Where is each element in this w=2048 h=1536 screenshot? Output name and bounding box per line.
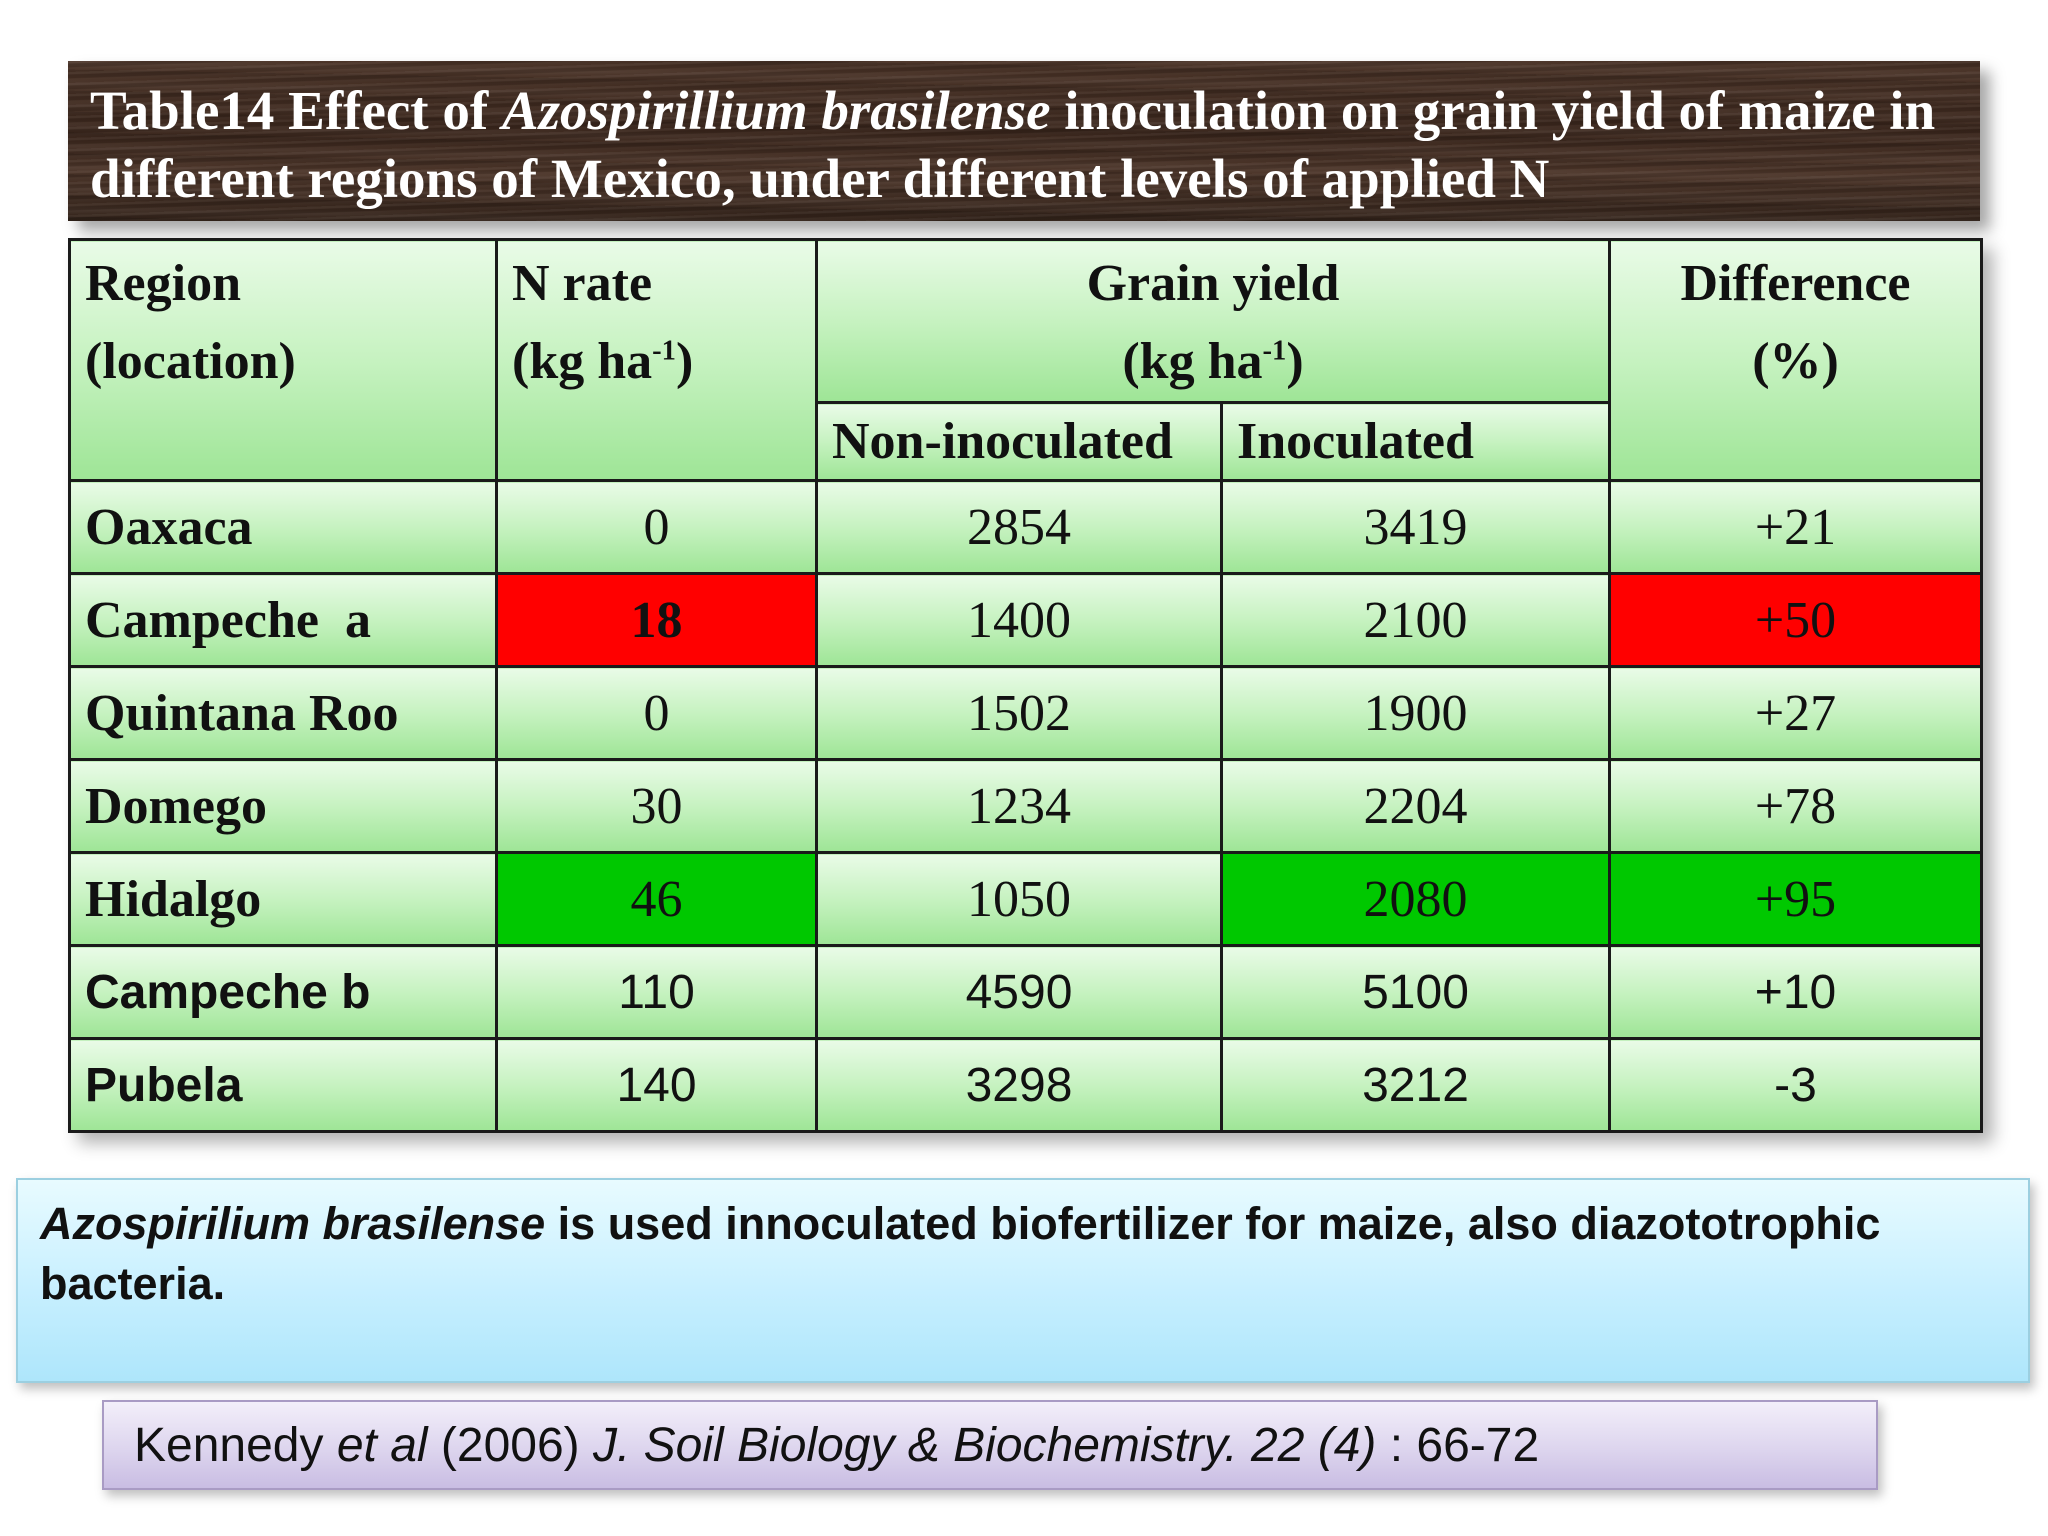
header-diff-line1: Difference bbox=[1680, 255, 1911, 312]
citation-year: (2006) bbox=[427, 1419, 593, 1472]
region-cell: Domego bbox=[68, 758, 498, 854]
header-yield-close: ) bbox=[1286, 333, 1304, 390]
difference-cell: +78 bbox=[1608, 758, 1984, 854]
difference-cell: -3 bbox=[1608, 1037, 1984, 1133]
n-rate-cell: 30 bbox=[495, 758, 818, 854]
title-suffix: inoculation on grain yield of maize in d… bbox=[90, 80, 1936, 209]
inoculated-cell: 1900 bbox=[1219, 665, 1612, 761]
table-subheader-row: Non-inoculated Inoculated bbox=[70, 401, 1982, 482]
table-row: Quintana Roo 0 1502 1900 +27 bbox=[68, 665, 1984, 761]
note-text: is used innoculated biofertilizer for ma… bbox=[40, 1198, 1881, 1309]
table-row: Domego 30 1234 2204 +78 bbox=[68, 758, 1984, 854]
n-rate-cell: 18 bbox=[495, 572, 818, 668]
header-inoculated: Inoculated bbox=[1219, 401, 1612, 482]
difference-cell: +27 bbox=[1608, 665, 1984, 761]
grain-yield-table: Region (location) N rate (kg ha-1) Grain… bbox=[68, 238, 1984, 1133]
citation-etal: et al bbox=[336, 1419, 428, 1472]
table-row: Campeche b 110 4590 5100 +10 bbox=[68, 944, 1984, 1040]
non-inoculated-cell: 4590 bbox=[815, 944, 1223, 1040]
citation-journal: J. Soil Biology & Biochemistry. 22 (4) bbox=[592, 1419, 1377, 1472]
non-inoculated-cell: 1234 bbox=[815, 758, 1223, 854]
citation-pages: : 66-72 bbox=[1376, 1419, 1540, 1472]
citation-box: Kennedy et al (2006) J. Soil Biology & B… bbox=[102, 1400, 1878, 1490]
difference-cell: +50 bbox=[1608, 572, 1984, 668]
non-inoculated-cell: 1400 bbox=[815, 572, 1223, 668]
header-n-rate: N rate (kg ha-1) bbox=[495, 238, 818, 482]
table-row: Campeche a 18 1400 2100 +50 bbox=[68, 572, 1984, 668]
non-inoculated-cell: 3298 bbox=[815, 1037, 1223, 1133]
note-box: Azospirilium brasilense is used innocula… bbox=[16, 1178, 2030, 1383]
n-rate-cell: 46 bbox=[495, 851, 818, 947]
inoculated-cell: 2204 bbox=[1219, 758, 1612, 854]
region-cell: Pubela bbox=[68, 1037, 498, 1133]
difference-cell: +10 bbox=[1608, 944, 1984, 1040]
n-rate-cell: 110 bbox=[495, 944, 818, 1040]
title-banner: Table14 Effect of Azospirillium brasilen… bbox=[68, 61, 1980, 221]
inoculated-cell: 3419 bbox=[1219, 479, 1612, 575]
inoculated-cell: 2100 bbox=[1219, 572, 1612, 668]
n-rate-cell: 0 bbox=[495, 479, 818, 575]
header-nrate-unit: (kg ha bbox=[512, 333, 653, 390]
inoculated-cell: 5100 bbox=[1219, 944, 1612, 1040]
inoculated-cell: 3212 bbox=[1219, 1037, 1612, 1133]
title-species: Azospirillium brasilense bbox=[501, 80, 1051, 141]
header-nrate-line1: N rate bbox=[512, 255, 653, 312]
non-inoculated-cell: 1050 bbox=[815, 851, 1223, 947]
table-row: Oaxaca 0 2854 3419 +21 bbox=[68, 479, 1984, 575]
non-inoculated-cell: 1502 bbox=[815, 665, 1223, 761]
table-header-row: Region (location) N rate (kg ha-1) Grain… bbox=[68, 238, 1984, 482]
region-cell: Oaxaca bbox=[68, 479, 498, 575]
note-species: Azospirilium brasilense bbox=[40, 1198, 546, 1249]
region-cell: Campeche a bbox=[68, 572, 498, 668]
header-yield-unit: (kg ha bbox=[1122, 333, 1263, 390]
region-cell: Campeche b bbox=[68, 944, 498, 1040]
header-yield-line1: Grain yield bbox=[1086, 255, 1340, 312]
header-yield-line2: (kg ha-1) bbox=[818, 323, 1608, 401]
header-nrate-close: ) bbox=[675, 333, 694, 390]
header-non-inoculated: Non-inoculated bbox=[815, 401, 1223, 482]
region-cell: Hidalgo bbox=[68, 851, 498, 947]
header-diff-line2: (%) bbox=[1752, 333, 1839, 390]
table-row: Pubela 140 3298 3212 -3 bbox=[68, 1037, 1984, 1133]
difference-cell: +21 bbox=[1608, 479, 1984, 575]
header-region-line1: Region bbox=[85, 255, 241, 312]
header-nrate-line2: (kg ha-1) bbox=[512, 323, 815, 401]
header-grain-yield: Grain yield (kg ha-1) bbox=[814, 238, 1612, 404]
header-difference: Difference (%) bbox=[1608, 238, 1984, 482]
header-region-line2: (location) bbox=[85, 333, 296, 390]
header-region: Region (location) bbox=[68, 238, 498, 482]
title-prefix: Table14 Effect of bbox=[90, 80, 502, 141]
n-rate-cell: 140 bbox=[495, 1037, 818, 1133]
citation-author: Kennedy bbox=[134, 1419, 337, 1472]
difference-cell: +95 bbox=[1608, 851, 1984, 947]
n-rate-cell: 0 bbox=[495, 665, 818, 761]
non-inoculated-cell: 2854 bbox=[815, 479, 1223, 575]
table-row: Hidalgo 46 1050 2080 +95 bbox=[68, 851, 1984, 947]
region-cell: Quintana Roo bbox=[68, 665, 498, 761]
inoculated-cell: 2080 bbox=[1219, 851, 1612, 947]
header-nrate-sup: -1 bbox=[652, 335, 676, 367]
header-yield-sup: -1 bbox=[1262, 335, 1287, 367]
